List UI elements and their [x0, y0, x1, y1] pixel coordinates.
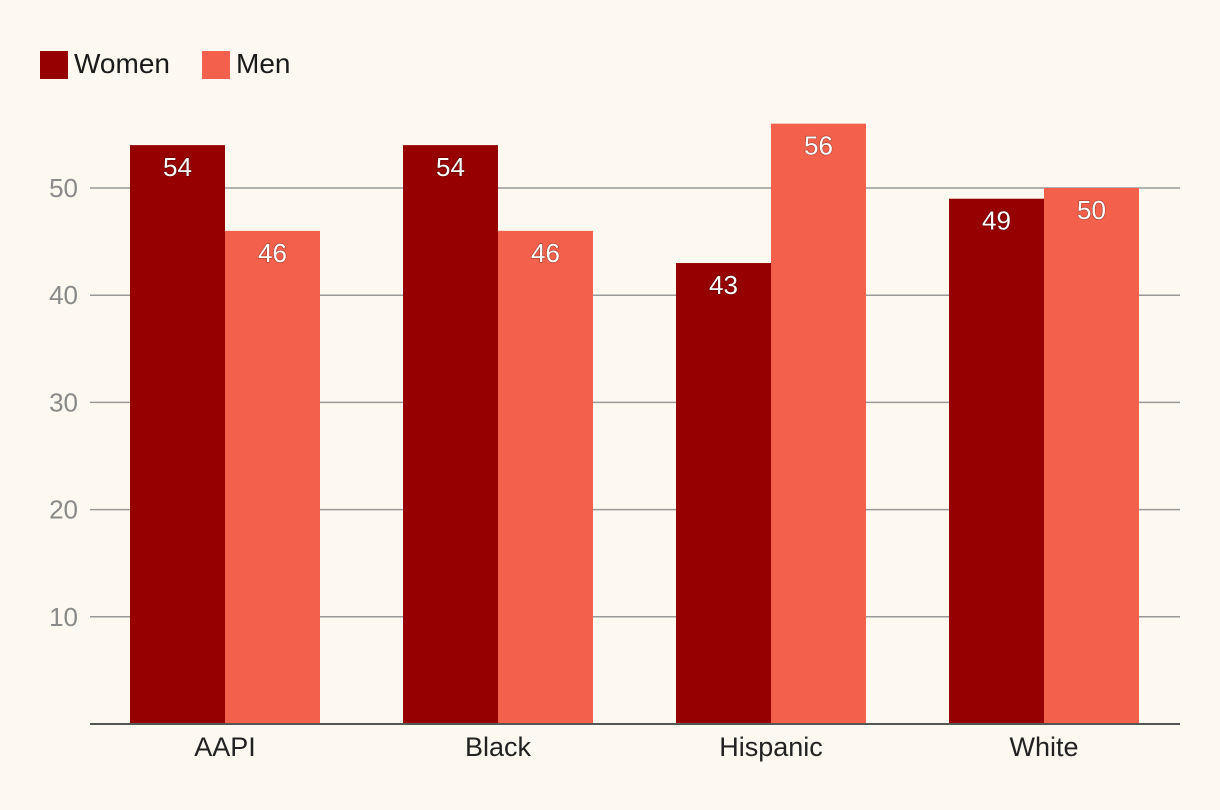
bar-men-hispanic	[771, 123, 866, 725]
bar-women-white	[949, 198, 1044, 725]
legend-label-women: Women	[74, 48, 170, 79]
legend-swatch-men	[202, 51, 230, 79]
legend-label-men: Men	[236, 48, 290, 79]
bar-men-white	[1044, 188, 1139, 724]
x-category-label: Hispanic	[719, 732, 823, 762]
data-label-women-black: 54	[436, 152, 465, 182]
y-tick-label: 20	[49, 495, 78, 525]
y-tick-label: 50	[49, 173, 78, 203]
bar-men-aapi	[225, 230, 320, 724]
x-category-label: AAPI	[194, 732, 256, 762]
y-tick-label: 40	[49, 280, 78, 310]
y-tick-label: 10	[49, 602, 78, 632]
data-label-women-hispanic: 43	[709, 270, 738, 300]
data-label-women-white: 49	[982, 206, 1011, 236]
legend-swatch-women	[40, 51, 68, 79]
bar-women-aapi	[130, 145, 225, 724]
data-label-men-aapi: 46	[258, 238, 287, 268]
x-category-label: White	[1009, 732, 1078, 762]
x-category-label: Black	[465, 732, 532, 762]
legend: Women Men	[40, 48, 290, 79]
data-label-women-aapi: 54	[163, 152, 192, 182]
bars	[130, 123, 1139, 725]
bar-women-black	[403, 145, 498, 724]
y-tick-label: 30	[49, 387, 78, 417]
data-label-men-hispanic: 56	[804, 131, 833, 161]
x-axis-categories: AAPI Black Hispanic White	[194, 732, 1078, 762]
data-label-men-black: 46	[531, 238, 560, 268]
y-axis-ticks: 10 20 30 40 50	[49, 173, 78, 632]
data-label-men-white: 50	[1077, 195, 1106, 225]
bar-men-black	[498, 230, 593, 724]
bar-women-hispanic	[676, 263, 771, 724]
data-labels: 54 46 54 46 43 56 49 50	[162, 130, 1106, 301]
